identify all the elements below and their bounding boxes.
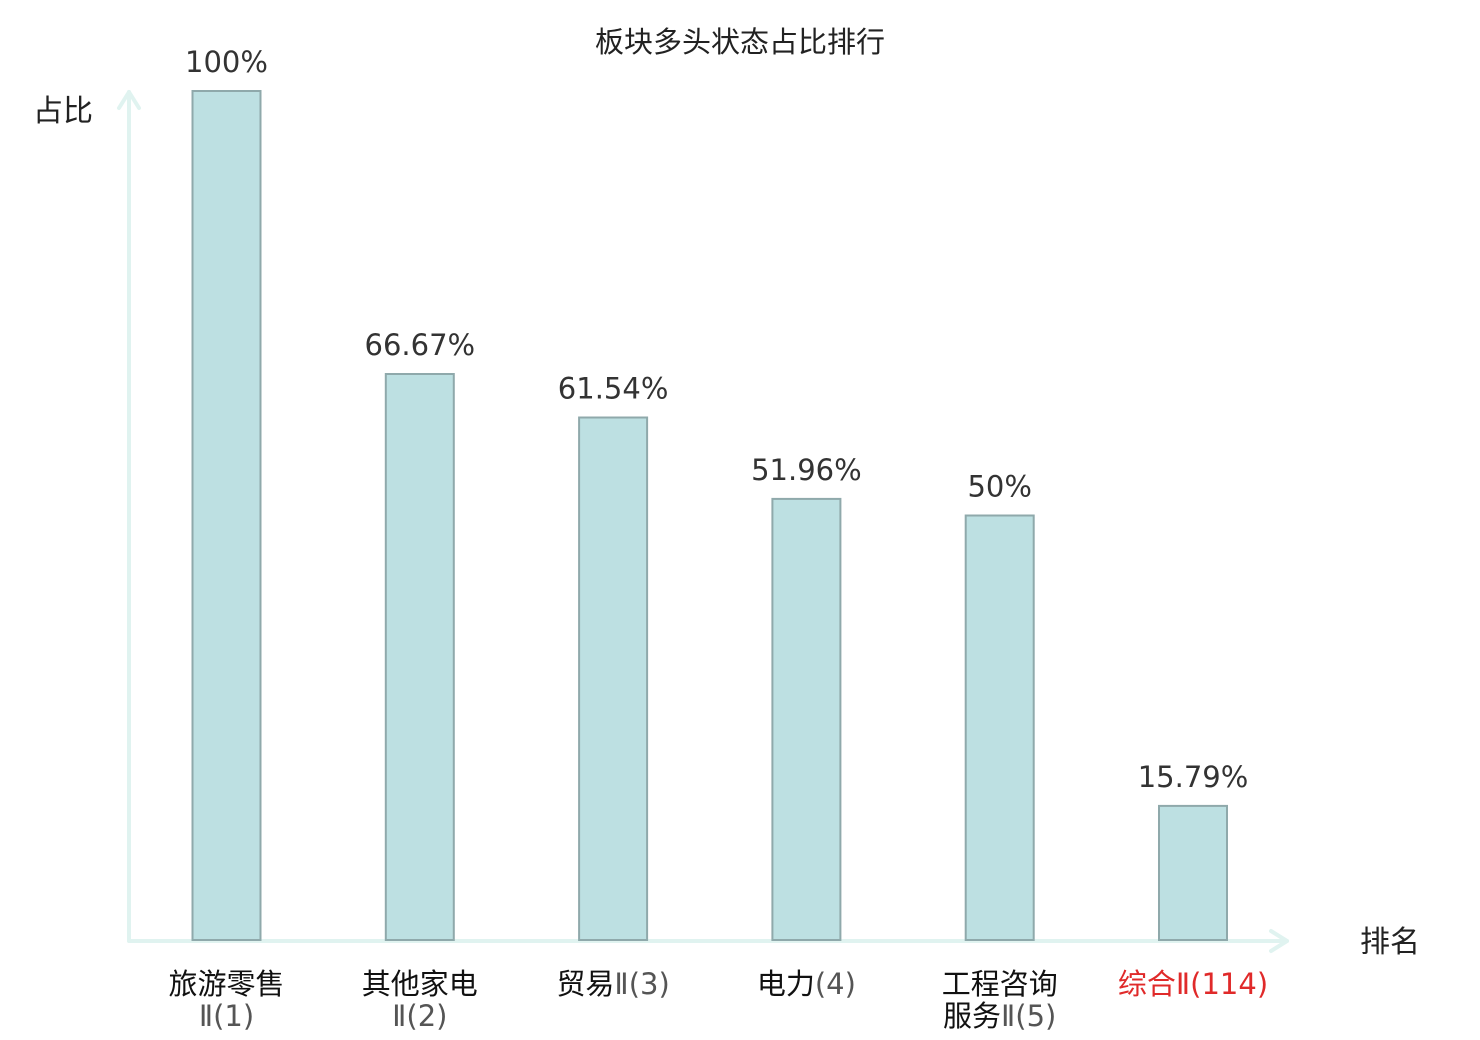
category-rank: Ⅱ(1)	[199, 999, 254, 1033]
category-rank: Ⅱ(3)	[614, 967, 669, 1001]
value-label-6: 15.79%	[1138, 760, 1249, 794]
bar-4	[771, 497, 842, 941]
category-name: 贸易	[556, 967, 614, 1001]
category-label-6-line-1: 综合Ⅱ(114)	[1118, 967, 1268, 1001]
bar-2	[384, 373, 455, 941]
y-axis-arrow	[117, 90, 141, 110]
y-axis-title: 占比	[33, 94, 93, 129]
category-label-5-line-1: 工程咨询	[942, 967, 1058, 1001]
bars	[191, 90, 1228, 942]
value-labels: 100% 66.67% 61.54% 51.96% 50% 15.79%	[185, 45, 1248, 794]
category-label-2-line-2: Ⅱ(2)	[392, 999, 447, 1033]
bar-6	[1158, 804, 1228, 942]
value-label-3: 61.54%	[558, 372, 669, 406]
category-rank: (4)	[815, 967, 856, 1001]
category-label-1-line-1: 旅游零售	[168, 967, 284, 1001]
category-name: 其他家电	[362, 967, 478, 1001]
bar-5	[964, 514, 1035, 941]
value-label-2: 66.67%	[365, 328, 476, 362]
category-rank: Ⅱ(2)	[392, 999, 447, 1033]
category-name: 服务	[943, 999, 1001, 1033]
category-name: 电力	[757, 967, 815, 1001]
chart-title: 板块多头状态占比排行	[595, 25, 885, 59]
category-name: 综合	[1118, 967, 1176, 1001]
bar-3	[578, 416, 649, 941]
category-label-4-line-1: 电力(4)	[757, 967, 856, 1001]
bar-1	[191, 90, 262, 941]
axes	[117, 90, 1289, 953]
x-axis-arrow	[1269, 929, 1289, 953]
value-label-5: 50%	[967, 470, 1031, 504]
category-label-1-line-2: Ⅱ(1)	[199, 999, 254, 1033]
x-axis-title: 排名	[1360, 925, 1420, 960]
category-label-5-line-2: 服务Ⅱ(5)	[943, 999, 1056, 1033]
category-name: 旅游零售	[168, 967, 284, 1001]
value-label-1: 100%	[185, 45, 268, 79]
category-rank: Ⅱ(114)	[1176, 967, 1268, 1001]
value-label-4: 51.96%	[751, 453, 862, 487]
category-label-3-line-1: 贸易Ⅱ(3)	[556, 967, 669, 1001]
category-label-2-line-1: 其他家电	[362, 967, 478, 1001]
category-rank: Ⅱ(5)	[1001, 999, 1056, 1033]
category-name: 工程咨询	[942, 967, 1058, 1001]
